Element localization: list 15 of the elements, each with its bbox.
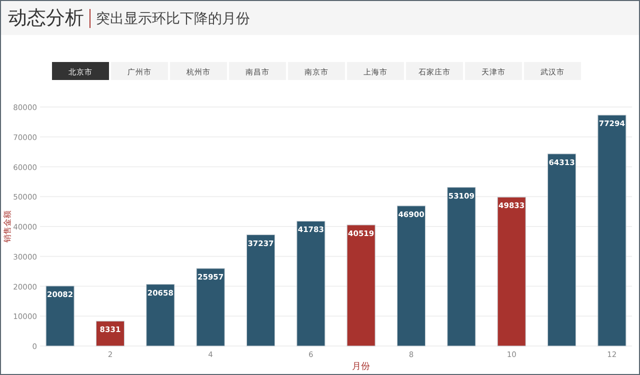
bar — [447, 187, 476, 346]
bar — [196, 268, 225, 346]
bar — [346, 224, 376, 346]
bar — [246, 234, 276, 346]
x-axis-title: 月份 — [352, 361, 370, 372]
y-axis-title: 销售金额 — [3, 210, 12, 244]
chart-title: 动态分析 — [8, 7, 84, 29]
bar — [598, 114, 626, 346]
chart-subtitle: 突出显示环比下降的月份 — [96, 11, 250, 27]
bar — [46, 286, 74, 346]
bar — [497, 196, 526, 346]
bar — [547, 154, 576, 346]
bar — [296, 220, 326, 346]
bar — [146, 284, 175, 346]
bar — [396, 206, 426, 346]
